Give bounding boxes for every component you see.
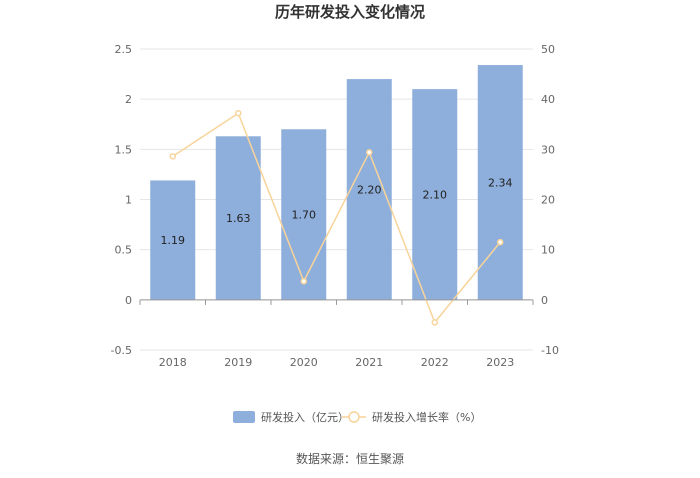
x-tick-label: 2018 — [159, 356, 187, 369]
bar-value-label: 2.10 — [423, 188, 448, 201]
growth-line — [172, 112, 501, 324]
legend-line-marker — [348, 411, 360, 423]
axes: -0.5 0 0.5 1 1.5 2 2.5 -10 0 10 20 30 40 50 2018 2019 20… — [111, 43, 559, 369]
growth-point-2023 — [497, 238, 504, 246]
bar-2019 — [215, 136, 261, 300]
y-right-tick-label: 10 — [541, 244, 555, 257]
x-tick-label: 2023 — [486, 356, 514, 369]
x-tick-label: 2019 — [224, 356, 252, 369]
bar-value-label: 1.19 — [161, 234, 186, 247]
legend-line-label: 研发投入增长率（%） — [372, 410, 481, 424]
growth-point-2022 — [431, 319, 438, 326]
growth-point-2021 — [366, 149, 373, 156]
bar-2020 — [281, 129, 327, 300]
bar-value-label: 1.70 — [292, 209, 317, 222]
bar-2018 — [150, 180, 196, 300]
y-left-tick-label: 2.5 — [115, 43, 133, 56]
grid-lines — [140, 48, 533, 351]
y-left-tick-label: 1.5 — [115, 143, 133, 156]
y-right-tick-label: 30 — [541, 143, 555, 156]
y-right-tick-label: -10 — [541, 344, 559, 357]
growth-point-2020 — [300, 278, 307, 285]
growth-point-2018 — [169, 153, 176, 160]
y-left-tick-label: 0 — [125, 294, 132, 307]
line-series — [169, 109, 504, 326]
source-text: 数据来源：恒生聚源 — [296, 451, 404, 466]
y-right-tick-label: 0 — [541, 294, 548, 307]
legend: 研发投入（亿元） 研发投入增长率（%） — [233, 410, 481, 424]
x-tick-label: 2022 — [421, 356, 449, 369]
bar-value-label: 2.34 — [488, 176, 513, 189]
x-tick-label: 2021 — [355, 356, 383, 369]
x-tick-label: 2020 — [290, 356, 318, 369]
bar-value-label: 1.63 — [226, 212, 251, 225]
bar-2022 — [412, 89, 458, 300]
legend-bar-swatch — [233, 411, 255, 423]
y-right-tick-label: 20 — [541, 194, 555, 207]
y-left-tick-label: 2 — [125, 93, 132, 106]
y-left-tick-label: 1 — [125, 194, 132, 207]
y-left-tick-label: -0.5 — [111, 344, 132, 357]
bar-series: 1.19 1.63 1.70 2.20 2.10 2.34 — [150, 65, 523, 300]
y-right-tick-label: 40 — [541, 93, 555, 106]
chart-title: 历年研发投入变化情况 — [275, 3, 425, 21]
growth-point-2019 — [235, 109, 242, 117]
legend-bar-label: 研发投入（亿元） — [261, 410, 349, 424]
y-left-tick-label: 0.5 — [115, 244, 133, 257]
y-right-tick-label: 50 — [541, 43, 555, 56]
bar-value-label: 2.20 — [357, 183, 382, 196]
